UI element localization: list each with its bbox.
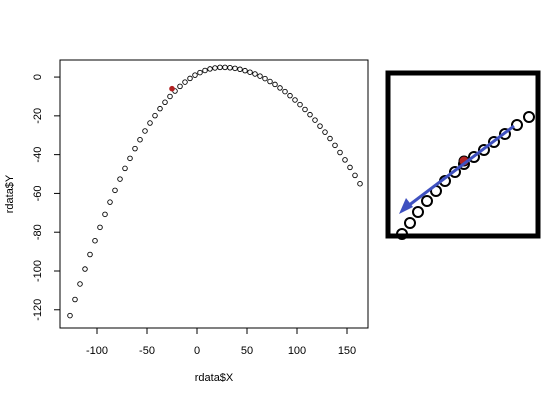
point xyxy=(247,69,253,75)
point xyxy=(92,237,98,244)
point xyxy=(277,85,283,91)
point xyxy=(302,106,308,113)
point xyxy=(357,180,363,187)
point xyxy=(337,149,343,156)
zoom-inset xyxy=(385,70,541,240)
y-tick-label: -120 xyxy=(32,299,44,321)
point xyxy=(292,97,298,103)
point xyxy=(207,66,213,72)
point xyxy=(112,187,118,194)
x-tick-label: 0 xyxy=(194,345,200,357)
point xyxy=(257,73,263,79)
point xyxy=(82,266,88,272)
point xyxy=(272,81,278,88)
point xyxy=(162,99,168,106)
point xyxy=(127,155,133,162)
y-tick-label: 0 xyxy=(32,74,44,80)
point xyxy=(217,64,223,71)
inset-arrow xyxy=(403,124,515,211)
x-tick-label: 50 xyxy=(241,345,253,357)
inset-frame xyxy=(385,70,541,239)
point xyxy=(77,281,83,287)
y-tick-label: -40 xyxy=(32,147,44,163)
point xyxy=(137,136,143,143)
point xyxy=(67,312,73,319)
point xyxy=(342,157,348,163)
point xyxy=(327,135,333,142)
point xyxy=(97,224,103,231)
x-axis-label: rdata$X xyxy=(195,372,234,384)
y-tick-label: -80 xyxy=(32,224,44,240)
point xyxy=(237,66,243,73)
point xyxy=(197,69,203,76)
y-tick-label: -20 xyxy=(32,108,44,124)
point xyxy=(192,72,198,78)
y-tick-label: -60 xyxy=(32,185,44,201)
point xyxy=(167,93,173,100)
highlight-point xyxy=(169,85,175,92)
point xyxy=(227,65,233,71)
point xyxy=(322,129,328,135)
point xyxy=(182,79,188,85)
point xyxy=(232,65,238,72)
point xyxy=(147,120,153,126)
point xyxy=(222,64,228,71)
x-tick-label: -50 xyxy=(139,345,155,357)
point xyxy=(282,88,288,95)
point xyxy=(107,199,113,205)
point xyxy=(212,65,218,71)
point xyxy=(187,75,193,82)
point xyxy=(157,105,163,112)
point xyxy=(287,92,293,99)
point xyxy=(122,165,128,172)
point xyxy=(202,67,208,74)
x-tick-label: 100 xyxy=(288,345,306,357)
point xyxy=(117,176,123,182)
point xyxy=(132,145,138,152)
point xyxy=(307,111,313,118)
point xyxy=(312,117,318,123)
point xyxy=(252,71,258,77)
point xyxy=(142,128,148,134)
y-tick-label: -100 xyxy=(32,260,44,282)
point xyxy=(267,78,273,85)
inset-arrow-head xyxy=(399,198,413,214)
point xyxy=(87,251,93,258)
point xyxy=(262,75,268,82)
point xyxy=(297,101,303,108)
x-tick-label: -100 xyxy=(86,345,108,357)
plot-box xyxy=(59,59,369,329)
point xyxy=(72,296,78,303)
point xyxy=(102,211,108,218)
point xyxy=(352,172,358,179)
y-axis-label: rdata$Y xyxy=(4,174,16,213)
point xyxy=(347,164,353,171)
point xyxy=(242,67,248,74)
point xyxy=(317,123,323,129)
point xyxy=(332,142,338,149)
x-tick-label: 150 xyxy=(338,345,356,357)
point xyxy=(152,112,158,119)
point xyxy=(177,83,183,90)
